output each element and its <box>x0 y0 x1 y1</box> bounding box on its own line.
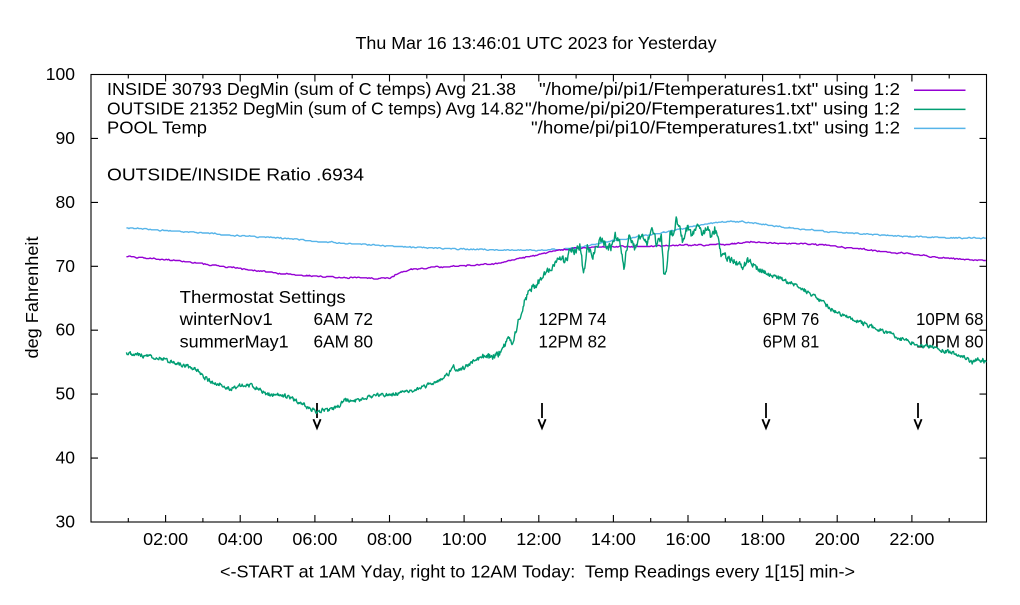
svg-text:100: 100 <box>46 64 75 84</box>
svg-text:16:00: 16:00 <box>666 529 711 549</box>
svg-text:18:00: 18:00 <box>740 529 785 549</box>
svg-text:OUTSIDE/INSIDE Ratio .6934: OUTSIDE/INSIDE Ratio .6934 <box>107 165 364 185</box>
svg-text:08:00: 08:00 <box>367 529 412 549</box>
svg-text:Thermostat Settings: Thermostat Settings <box>180 287 346 307</box>
svg-text:12PM 74: 12PM 74 <box>539 309 607 329</box>
svg-text:6AM 80: 6AM 80 <box>314 332 374 352</box>
svg-text:06:00: 06:00 <box>292 529 337 549</box>
svg-text:12PM 82: 12PM 82 <box>539 332 607 352</box>
svg-text:50: 50 <box>56 384 76 404</box>
svg-text:POOL Temp: POOL Temp <box>107 118 207 138</box>
svg-text:14:00: 14:00 <box>591 529 636 549</box>
svg-text:6PM 81: 6PM 81 <box>763 332 820 352</box>
svg-text:02:00: 02:00 <box>143 529 188 549</box>
svg-text:40: 40 <box>56 448 76 468</box>
svg-text:10:00: 10:00 <box>442 529 487 549</box>
svg-text:summerMay1: summerMay1 <box>180 332 289 352</box>
svg-text:12:00: 12:00 <box>516 529 561 549</box>
svg-text:deg Fahrenheit: deg Fahrenheit <box>22 236 42 358</box>
svg-text:10PM 68: 10PM 68 <box>916 309 984 329</box>
svg-text:INSIDE 30793 DegMin (sum of C: INSIDE 30793 DegMin (sum of C temps) Avg… <box>107 79 516 99</box>
svg-text:<-START at 1AM Yday, right to: <-START at 1AM Yday, right to 12AM Today… <box>220 562 855 582</box>
svg-text:6PM 76: 6PM 76 <box>763 309 820 329</box>
svg-text:"/home/pi/pi20/Ftemperatures1.: "/home/pi/pi20/Ftemperatures1.txt" using… <box>525 98 900 118</box>
svg-text:6AM 72: 6AM 72 <box>314 309 374 329</box>
svg-text:90: 90 <box>56 128 76 148</box>
svg-text:Thu Mar 16 13:46:01 UTC 2023 f: Thu Mar 16 13:46:01 UTC 2023 for Yesterd… <box>356 33 717 53</box>
svg-text:"/home/pi/pi10/Ftemperatures1.: "/home/pi/pi10/Ftemperatures1.txt" using… <box>531 118 900 138</box>
svg-text:70: 70 <box>56 256 76 276</box>
svg-text:10PM 80: 10PM 80 <box>916 332 984 352</box>
svg-text:60: 60 <box>56 320 76 340</box>
svg-text:30: 30 <box>56 512 76 532</box>
svg-text:22:00: 22:00 <box>889 529 934 549</box>
svg-text:"/home/pi/pi1/Ftemperatures1.t: "/home/pi/pi1/Ftemperatures1.txt" using … <box>539 79 900 99</box>
svg-text:80: 80 <box>56 192 76 212</box>
svg-text:winterNov1: winterNov1 <box>179 309 273 329</box>
svg-text:04:00: 04:00 <box>218 529 263 549</box>
svg-text:OUTSIDE 21352 DegMin (sum of C: OUTSIDE 21352 DegMin (sum of C temps) Av… <box>107 98 524 118</box>
svg-text:20:00: 20:00 <box>815 529 860 549</box>
